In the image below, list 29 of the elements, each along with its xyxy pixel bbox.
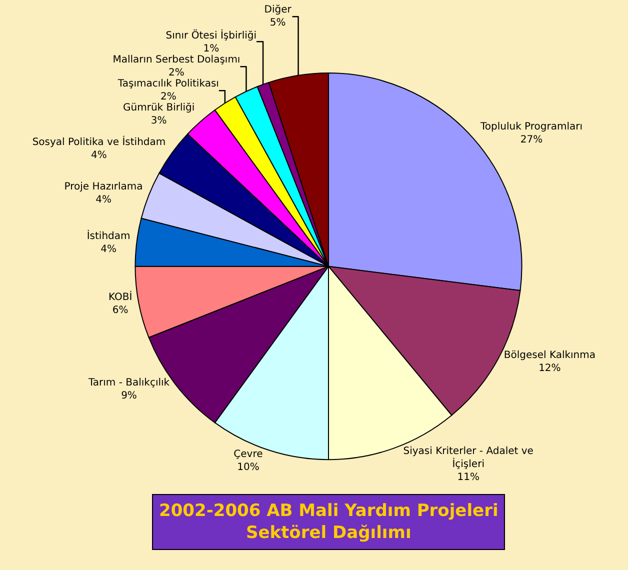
slice-label: Proje Hazırlama [64, 182, 143, 193]
data-label: 4% [91, 150, 107, 162]
data-label: 9% [121, 390, 137, 402]
slice-label: Diğer [264, 4, 292, 16]
data-label: 11% [457, 472, 480, 484]
slice-label: Bölgesel Kalkınma [504, 350, 596, 362]
data-label: 27% [520, 134, 543, 146]
slice-label: İstihdam [86, 228, 130, 242]
data-label: 2% [160, 92, 176, 103]
slice-label: Tarım - Balıkçılık [87, 377, 170, 388]
slice-label: Sosyal Politika ve İstihdam [32, 135, 166, 148]
data-label: 10% [237, 462, 260, 473]
slice-label: KOBİ [108, 290, 132, 303]
slice-label: Sınır Ötesi İşbirliği [166, 28, 257, 42]
data-label: 6% [112, 305, 128, 316]
data-label: 1% [203, 44, 220, 55]
slice-label: Çevre [234, 448, 263, 460]
slice-label: Topluluk Programları [479, 121, 583, 132]
slice-label: Malların Serbest Dolaşımı [112, 54, 240, 66]
text: 2002-2006 AB Mali Yardım Projeleri Sektörel Dağılımı [159, 501, 498, 544]
data-label: 4% [96, 194, 112, 206]
data-label: 2% [168, 68, 184, 79]
data-label: 5% [270, 18, 286, 29]
slice-label: Siyasi Kriterler - Adalet ve İçişleri [403, 446, 534, 470]
slice-label: Taşımacılık Politikası [116, 78, 219, 90]
slice-label: Gümrük Birliği [123, 102, 195, 114]
data-label: 3% [150, 116, 167, 127]
data-label: 4% [100, 244, 116, 255]
data-label: 12% [538, 363, 561, 374]
